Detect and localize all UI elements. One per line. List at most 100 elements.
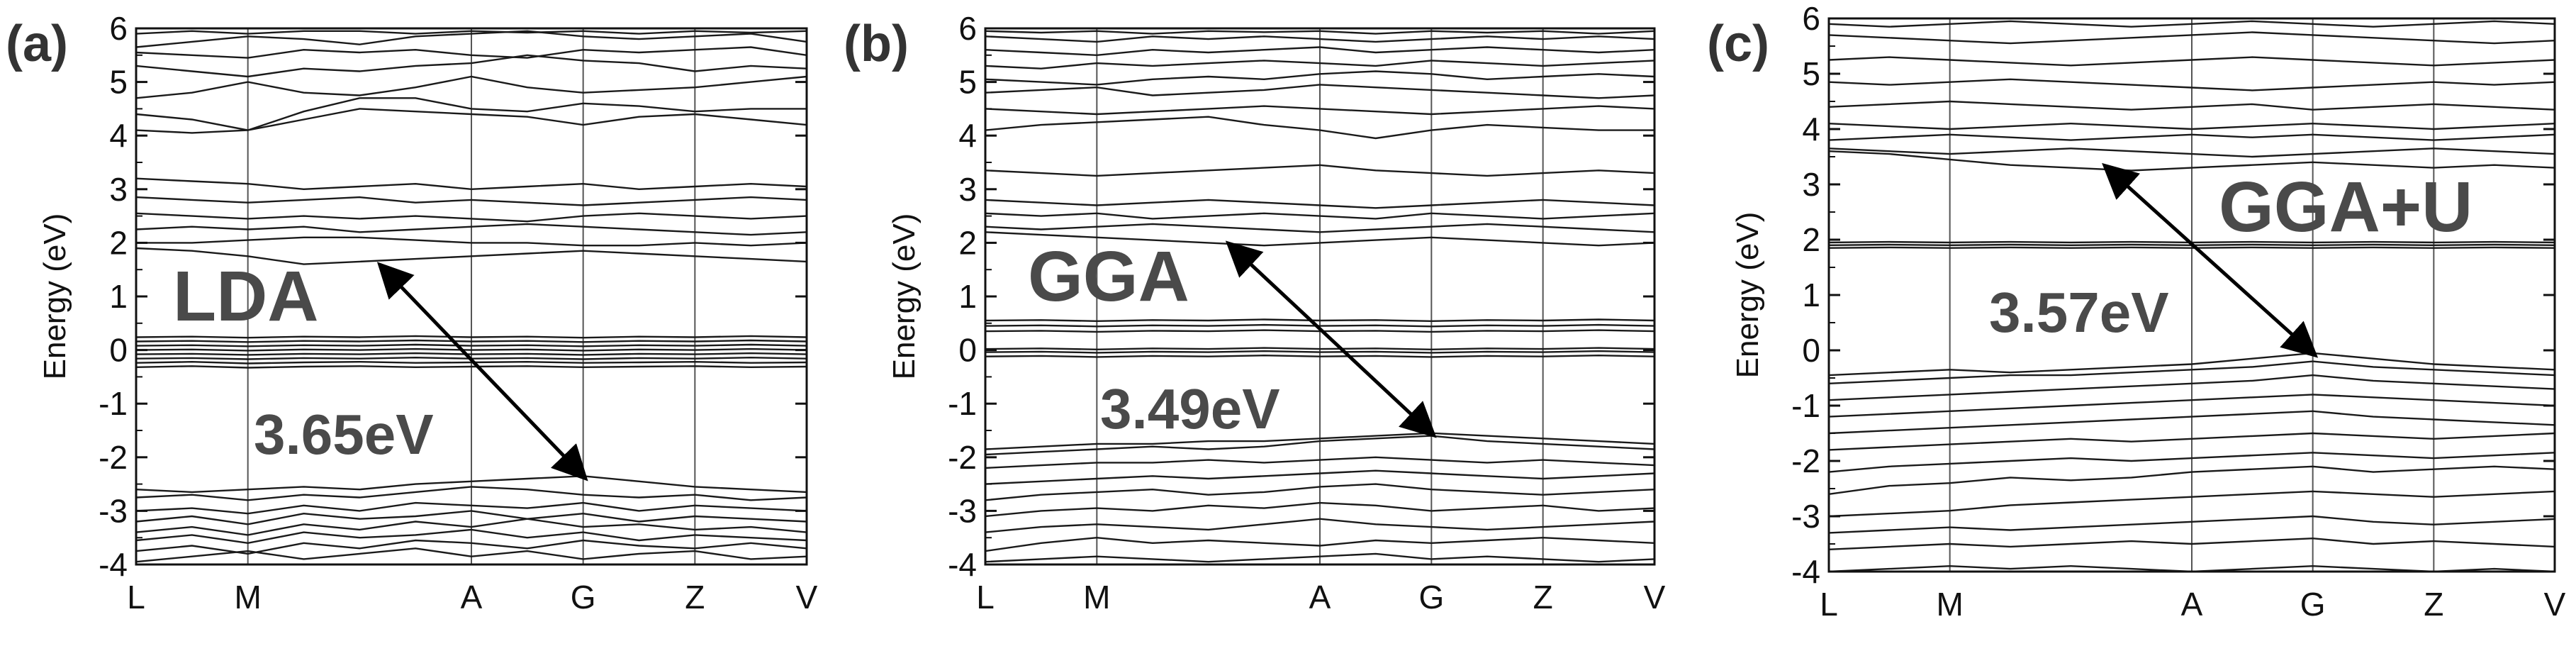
band-line xyxy=(135,196,807,206)
band-line xyxy=(1828,465,2555,495)
band-line xyxy=(135,212,807,223)
band-line xyxy=(1828,20,2555,28)
band-line xyxy=(1828,394,2555,418)
band-line xyxy=(985,456,1655,469)
band-line xyxy=(135,501,807,515)
band-line xyxy=(985,501,1655,518)
band-line xyxy=(985,60,1655,69)
band-line xyxy=(985,105,1655,116)
x-tick-label: L xyxy=(1820,586,1838,623)
band-line xyxy=(135,528,807,545)
band-gap-label: 3.57eV xyxy=(1989,281,2169,344)
y-tick-label: -2 xyxy=(1791,443,1820,479)
band-line xyxy=(1828,100,2555,111)
band-line xyxy=(985,223,1655,233)
band-line xyxy=(985,199,1655,209)
y-tick-label: 1 xyxy=(1802,277,1820,313)
x-tick-label: A xyxy=(1309,579,1331,616)
band-gap-label: 3.65eV xyxy=(254,403,434,466)
y-tick-label: 1 xyxy=(958,278,977,315)
x-tick-label: G xyxy=(1418,579,1444,616)
y-tick-label: -3 xyxy=(948,492,977,529)
y-tick-label: 0 xyxy=(109,332,128,369)
band-line xyxy=(135,97,807,131)
band-line xyxy=(985,70,1655,86)
panel-label: (a) xyxy=(6,16,68,72)
band-line xyxy=(1828,452,2555,473)
band-line xyxy=(985,164,1655,177)
method-label: GGA xyxy=(1028,237,1189,316)
x-tick-label: L xyxy=(976,579,995,616)
band-line xyxy=(985,469,1655,485)
band-line xyxy=(1828,246,2555,249)
method-label: LDA xyxy=(173,257,319,336)
band-gap-arrow xyxy=(2102,162,2319,358)
panel-1: -4 -3 -2 -1 0 1 2 3 4 5 6 L M A G Z V Energy (eV) (a) LDA 3.… xyxy=(6,10,818,616)
y-tick-label: 6 xyxy=(109,10,128,47)
band-line xyxy=(135,486,807,501)
y-tick-label: 3 xyxy=(109,171,128,208)
y-tick-label: -2 xyxy=(948,439,977,476)
band-gap-arrow xyxy=(376,262,588,482)
x-tick-label: V xyxy=(2544,586,2566,623)
band-line xyxy=(985,84,1655,99)
y-tick-label: 5 xyxy=(109,64,128,101)
band-line xyxy=(985,354,1655,358)
band-line xyxy=(985,552,1655,563)
y-tick-label: -4 xyxy=(948,546,977,583)
band-line xyxy=(985,347,1655,351)
band-line xyxy=(985,116,1654,140)
y-axis-label: Energy (eV) xyxy=(38,213,72,380)
x-tick-label: G xyxy=(2300,586,2326,623)
y-tick-label: 4 xyxy=(958,117,977,154)
band-line xyxy=(985,323,1655,328)
band-line xyxy=(135,365,807,369)
y-tick-label: 5 xyxy=(958,64,977,101)
band-line xyxy=(985,318,1655,323)
band-line xyxy=(985,350,1655,354)
y-tick-label: 2 xyxy=(1802,221,1820,258)
x-tick-label: M xyxy=(1937,586,1964,623)
band-line xyxy=(135,539,807,555)
band-line xyxy=(135,475,807,494)
y-tick-label: 2 xyxy=(109,224,128,261)
band-line xyxy=(1828,360,2555,384)
band-line xyxy=(135,30,807,48)
x-tick-label: M xyxy=(1083,579,1110,616)
y-tick-label: -1 xyxy=(948,385,977,422)
x-tick-label: L xyxy=(127,579,145,616)
y-tick-label: -4 xyxy=(1791,553,1820,590)
band-line xyxy=(1828,410,2555,435)
y-tick-label: 2 xyxy=(958,224,977,261)
band-gap-arrow xyxy=(1225,240,1437,438)
panel-2: -4 -3 -2 -1 0 1 2 3 4 5 6 L M A G Z V Energy (eV) (b) GGA 3.… xyxy=(844,10,1666,616)
band-line xyxy=(985,435,1655,456)
y-tick-label: -4 xyxy=(99,546,128,583)
band-line xyxy=(1828,515,2555,534)
band-line xyxy=(985,483,1655,501)
band-line xyxy=(985,30,1655,35)
x-tick-label: Z xyxy=(2424,586,2443,623)
panel-label: (c) xyxy=(1707,16,1769,72)
x-tick-label: G xyxy=(571,579,596,616)
band-line xyxy=(985,35,1655,43)
x-tick-label: A xyxy=(2181,586,2203,623)
x-tick-label: A xyxy=(461,579,483,616)
band-line xyxy=(985,536,1655,552)
band-line xyxy=(135,518,807,536)
y-tick-label: 0 xyxy=(1802,332,1820,369)
band-line xyxy=(1828,490,2555,518)
y-tick-label: -3 xyxy=(99,492,128,529)
x-tick-label: Z xyxy=(685,579,705,616)
band-line xyxy=(135,352,807,356)
band-line xyxy=(1828,537,2555,550)
y-tick-label: 1 xyxy=(109,278,128,315)
band-line xyxy=(1828,133,2555,141)
panel-3: -4 -3 -2 -1 0 1 2 3 4 5 6 L M A G Z V Energy (eV) (c) GGA+U… xyxy=(1707,0,2566,623)
band-gap-label: 3.49eV xyxy=(1100,377,1280,440)
band-line xyxy=(1828,56,2555,67)
y-tick-label: 3 xyxy=(958,171,977,208)
y-tick-label: 6 xyxy=(1802,0,1820,37)
band-line xyxy=(135,30,807,35)
